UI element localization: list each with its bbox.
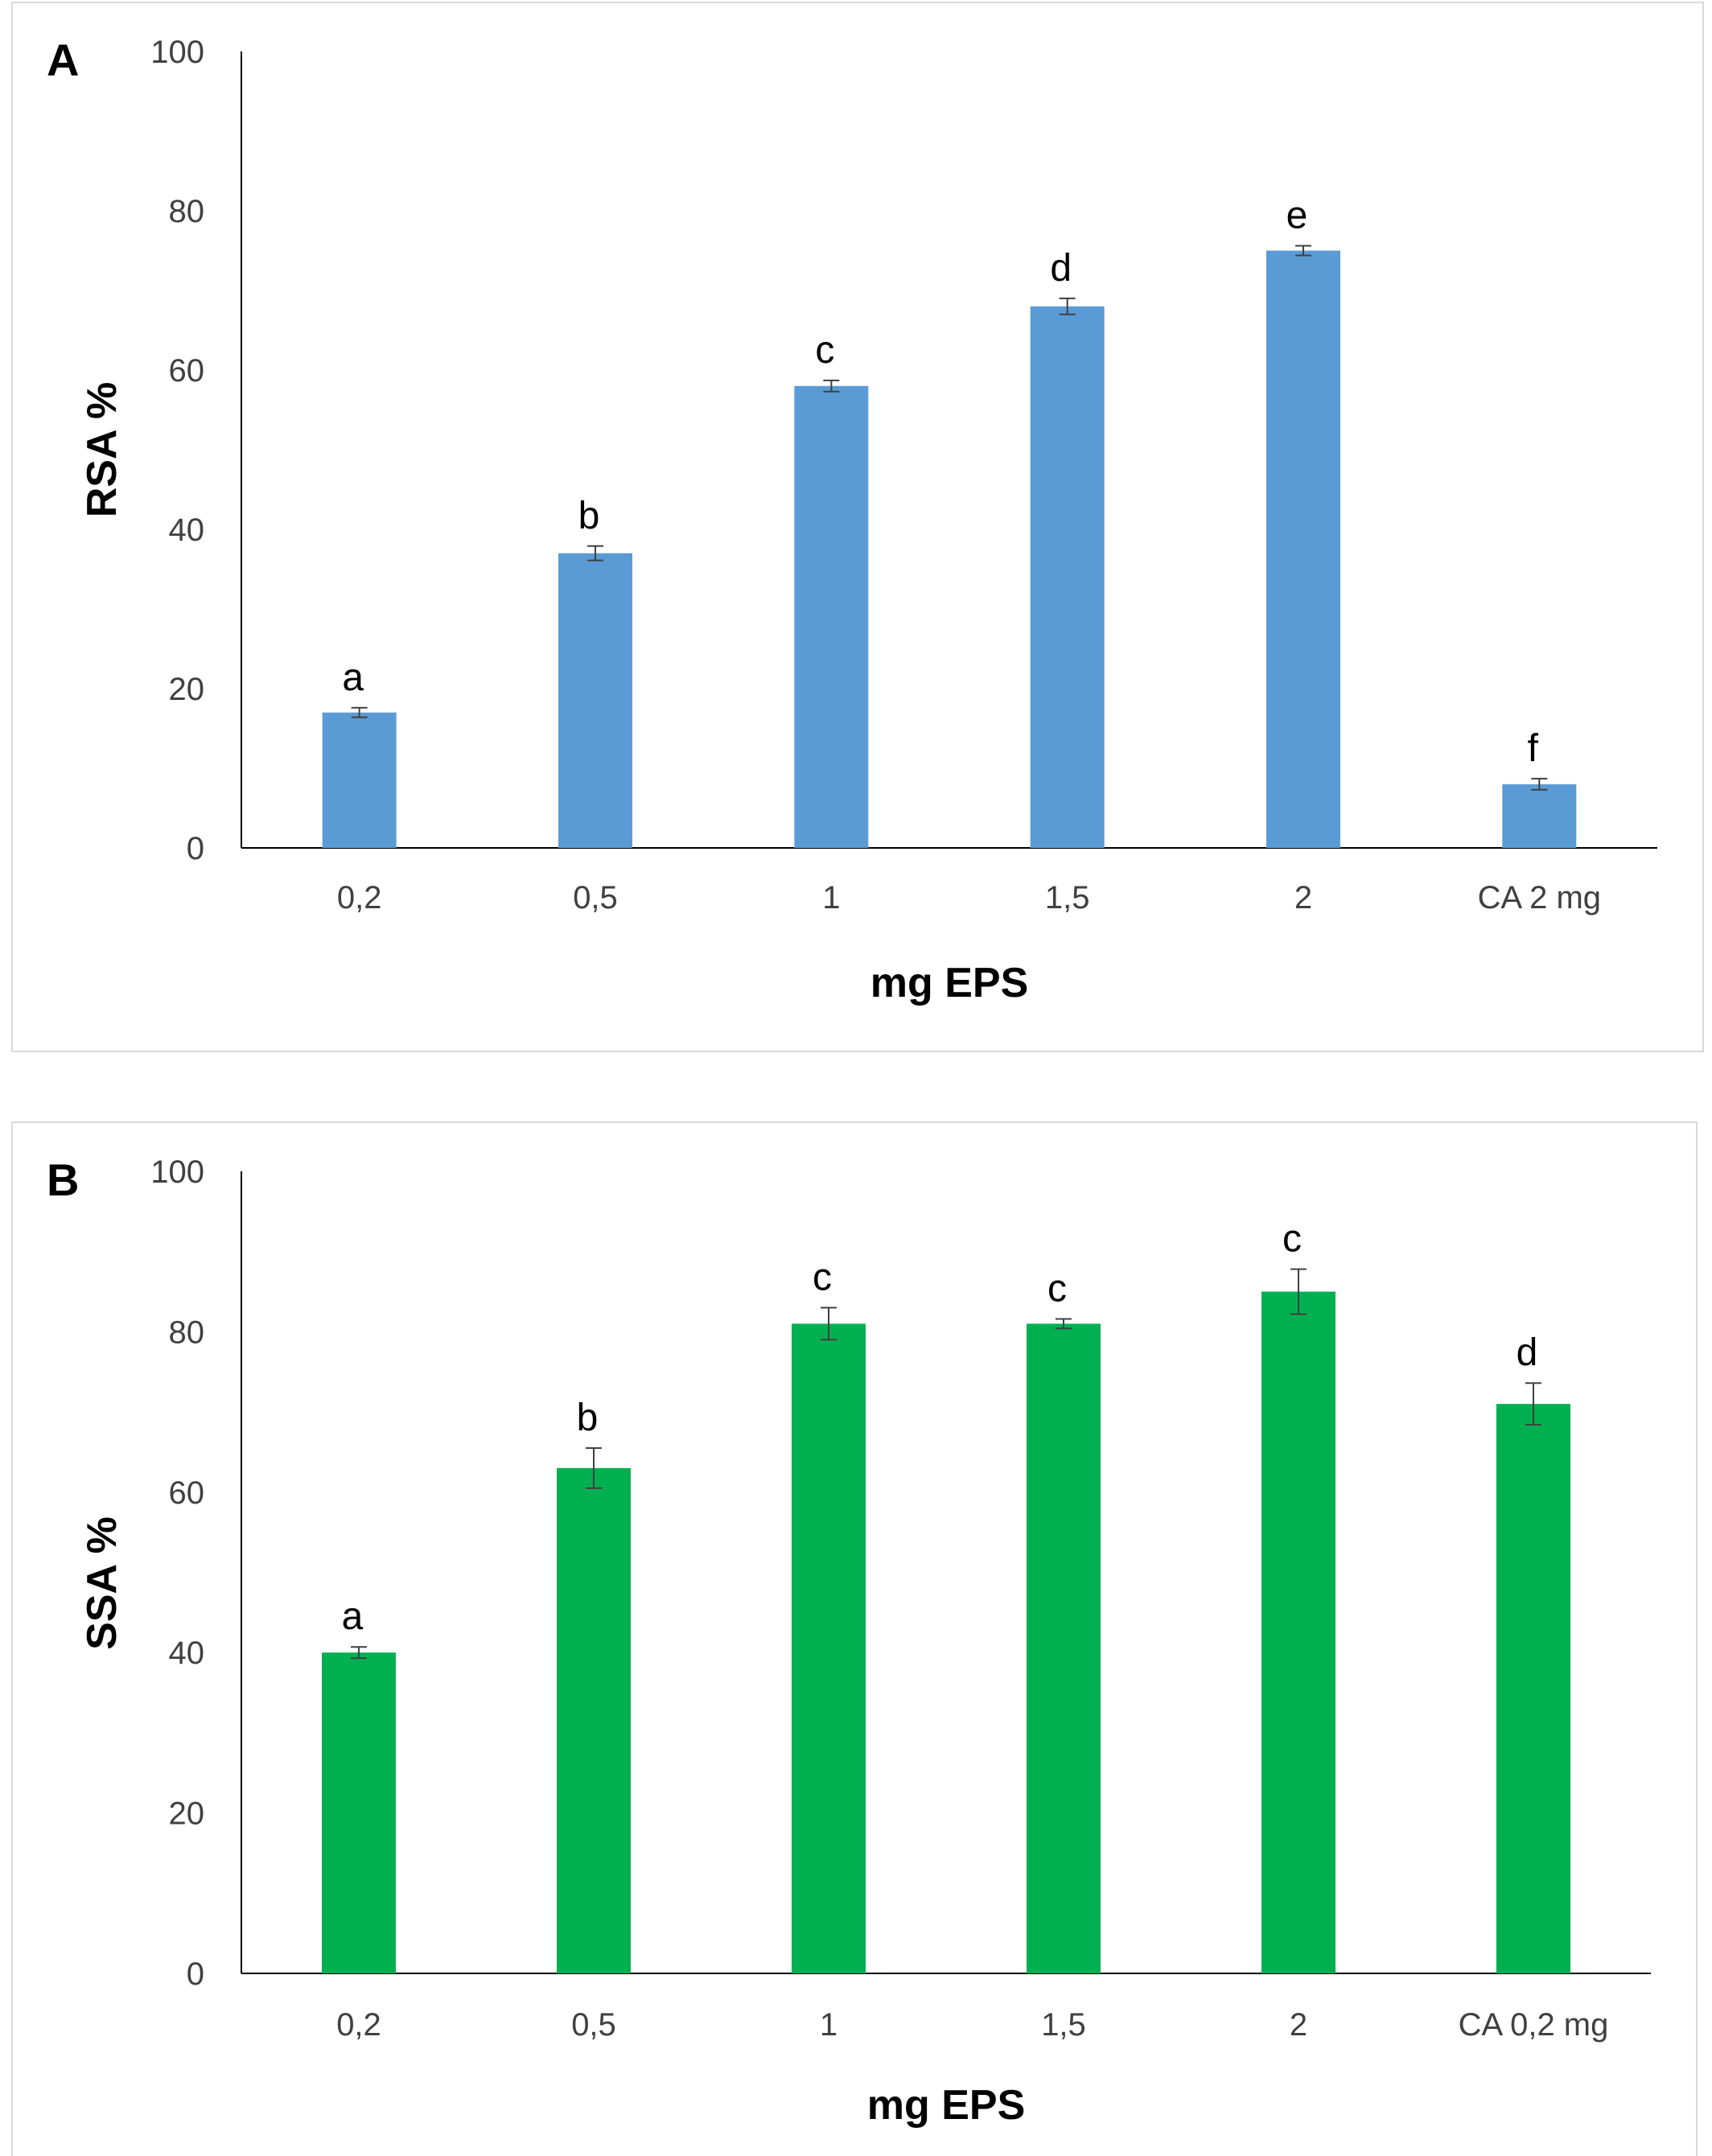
significance-letter: e — [1286, 195, 1308, 237]
bar — [1502, 784, 1577, 848]
x-tick-label: 2 — [1290, 2007, 1307, 2043]
bar — [322, 712, 397, 848]
bar — [1261, 1291, 1335, 1973]
y-tick-label: 100 — [150, 35, 204, 70]
y-tick-label: 60 — [169, 1475, 205, 1511]
significance-letter: c — [1047, 1267, 1067, 1310]
significance-letter: d — [1050, 247, 1072, 290]
error-bar — [1525, 1382, 1541, 1426]
x-tick-label: 0,2 — [336, 2007, 381, 2043]
chart-b: B 0 20 40 60 80 100 a 0,2 b 0,5 c 1 c 1,5 c 2 d CA 0,2 mg m… — [47, 1154, 1651, 2129]
x-tick-label: 2 — [1294, 880, 1312, 915]
bar — [1030, 306, 1105, 848]
significance-letter: c — [1282, 1218, 1302, 1261]
x-tick-label: CA 0,2 mg — [1459, 2007, 1609, 2043]
bar — [1266, 250, 1340, 848]
chart-panel-b: B 0 20 40 60 80 100 a 0,2 b 0,5 c 1 c 1,5 c 2 d CA 0,2 mg m… — [11, 1121, 1698, 2156]
x-axis-title: mg EPS — [867, 2082, 1026, 2129]
error-bar — [1059, 297, 1076, 315]
error-bar — [351, 706, 368, 718]
x-tick-label: 0,5 — [571, 2007, 616, 2043]
y-axis-title: RSA % — [79, 382, 126, 518]
y-tick-label: 0 — [187, 831, 204, 866]
significance-letter: a — [342, 656, 364, 699]
y-tick-label: 20 — [169, 1796, 205, 1832]
significance-letter: c — [813, 1256, 832, 1298]
error-bar — [1531, 777, 1548, 791]
x-tick-label: 0,2 — [337, 880, 382, 915]
x-tick-label: 1 — [822, 880, 840, 915]
chart-a: A 0 20 40 60 80 100 a 0,2 b 0,5 c 1 d 1,5 e 2 f CA 2 mg mg … — [47, 35, 1657, 1006]
x-tick-label: 1,5 — [1045, 880, 1090, 915]
y-tick-label: 40 — [169, 1636, 205, 1671]
y-tick-label: 80 — [169, 1315, 205, 1350]
bar — [558, 553, 632, 848]
error-bar — [1290, 1268, 1307, 1315]
y-tick-label: 20 — [169, 672, 205, 707]
x-tick-label: 1,5 — [1041, 2007, 1086, 2043]
x-axis-title: mg EPS — [870, 960, 1029, 1006]
x-tick-label: CA 2 mg — [1478, 880, 1601, 915]
significance-letter: d — [1517, 1331, 1538, 1374]
y-axis-title: SSA % — [79, 1516, 126, 1650]
y-tick-label: 80 — [169, 194, 205, 229]
significance-letter: f — [1528, 727, 1539, 770]
x-tick-label: 0,5 — [573, 880, 618, 915]
error-bar — [351, 1646, 367, 1660]
bar — [792, 1323, 866, 1973]
error-bar — [1056, 1318, 1072, 1330]
bar — [1496, 1404, 1570, 1973]
bar — [557, 1467, 631, 1973]
error-bar — [821, 1306, 837, 1341]
significance-letter: b — [578, 495, 600, 537]
error-bar — [586, 1446, 602, 1489]
chart-panel-a: A 0 20 40 60 80 100 a 0,2 b 0,5 c 1 d 1,5 e 2 f CA 2 mg mg … — [11, 2, 1704, 1052]
bar — [322, 1652, 396, 1973]
y-tick-label: 40 — [169, 512, 205, 548]
error-bar — [587, 545, 603, 562]
panel-letter: A — [47, 35, 79, 85]
y-tick-label: 60 — [169, 353, 205, 389]
error-bar — [1295, 245, 1311, 257]
y-tick-label: 100 — [150, 1154, 204, 1190]
x-tick-label: 1 — [820, 2007, 837, 2043]
error-bar — [823, 379, 840, 393]
significance-letter: c — [815, 329, 834, 372]
significance-letter: b — [577, 1397, 599, 1439]
significance-letter: a — [342, 1595, 364, 1638]
panel-letter: B — [47, 1154, 79, 1205]
y-tick-label: 0 — [187, 1956, 204, 1992]
bar — [1027, 1323, 1101, 1973]
bar — [794, 385, 869, 848]
